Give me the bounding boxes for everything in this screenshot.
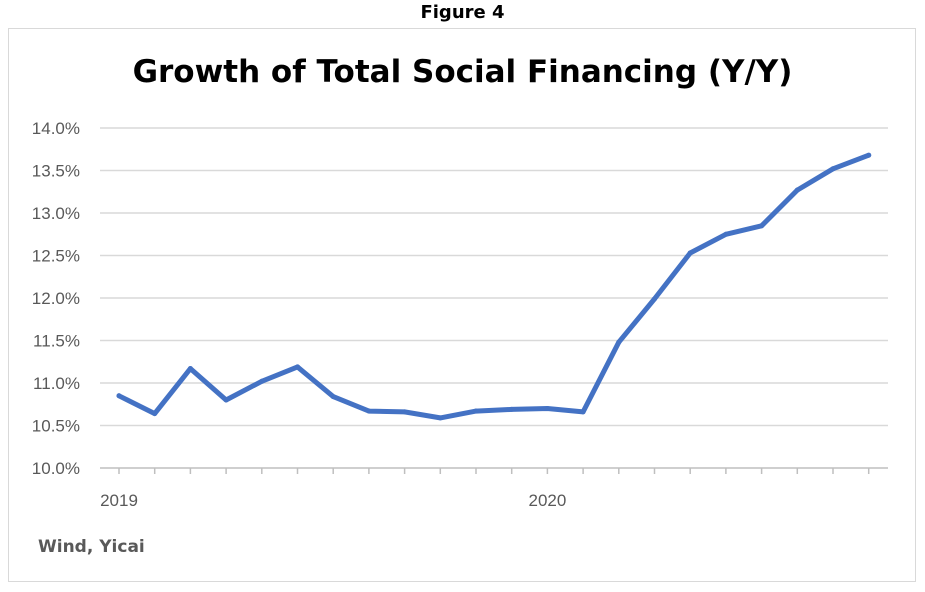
data-point bbox=[580, 409, 586, 415]
y-tick-label: 10.5% bbox=[32, 417, 80, 436]
data-point bbox=[616, 339, 622, 345]
series-line bbox=[116, 152, 872, 421]
data-point bbox=[794, 187, 800, 193]
data-point bbox=[330, 394, 336, 400]
data-point bbox=[687, 250, 693, 256]
data-point bbox=[366, 408, 372, 414]
figure-label: Figure 4 bbox=[420, 2, 505, 23]
y-tick-label: 13.0% bbox=[32, 204, 80, 223]
data-point bbox=[509, 406, 515, 412]
data-point bbox=[830, 166, 836, 172]
y-tick-label: 11.0% bbox=[33, 374, 80, 393]
y-tick-label: 12.5% bbox=[32, 247, 80, 266]
x-axis: 2019 2020 bbox=[100, 467, 888, 510]
y-tick-label: 14.0% bbox=[32, 119, 80, 138]
data-point bbox=[116, 393, 122, 399]
y-tick-label: 11.5% bbox=[33, 332, 80, 351]
data-point bbox=[759, 223, 765, 229]
y-tick-labels: 10.0% 10.5% 11.0% 11.5% 12.0% 12.5% 13.0% 13.5%… bbox=[32, 119, 80, 478]
y-tick-label: 13.5% bbox=[32, 162, 80, 181]
y-tick-label: 10.0% bbox=[32, 459, 80, 478]
gridlines bbox=[100, 127, 888, 427]
data-point bbox=[187, 366, 193, 372]
data-point bbox=[259, 378, 265, 384]
series-layer bbox=[116, 152, 872, 421]
data-point bbox=[295, 364, 300, 370]
data-point bbox=[402, 409, 408, 415]
x-tick-label: 2020 bbox=[528, 491, 566, 510]
chart-title: Growth of Total Social Financing (Y/Y) bbox=[132, 54, 793, 90]
y-tick-label: 12.0% bbox=[32, 289, 80, 308]
data-point bbox=[473, 408, 479, 414]
x-tick-label: 2019 bbox=[100, 491, 138, 510]
chart-frame bbox=[8, 28, 916, 582]
data-point bbox=[723, 231, 729, 237]
data-point bbox=[152, 411, 158, 417]
source-note: Wind, Yicai bbox=[38, 537, 145, 557]
data-point bbox=[223, 397, 229, 403]
data-point bbox=[544, 406, 550, 411]
data-point bbox=[866, 152, 872, 158]
data-point bbox=[652, 296, 657, 302]
data-point bbox=[437, 415, 443, 421]
